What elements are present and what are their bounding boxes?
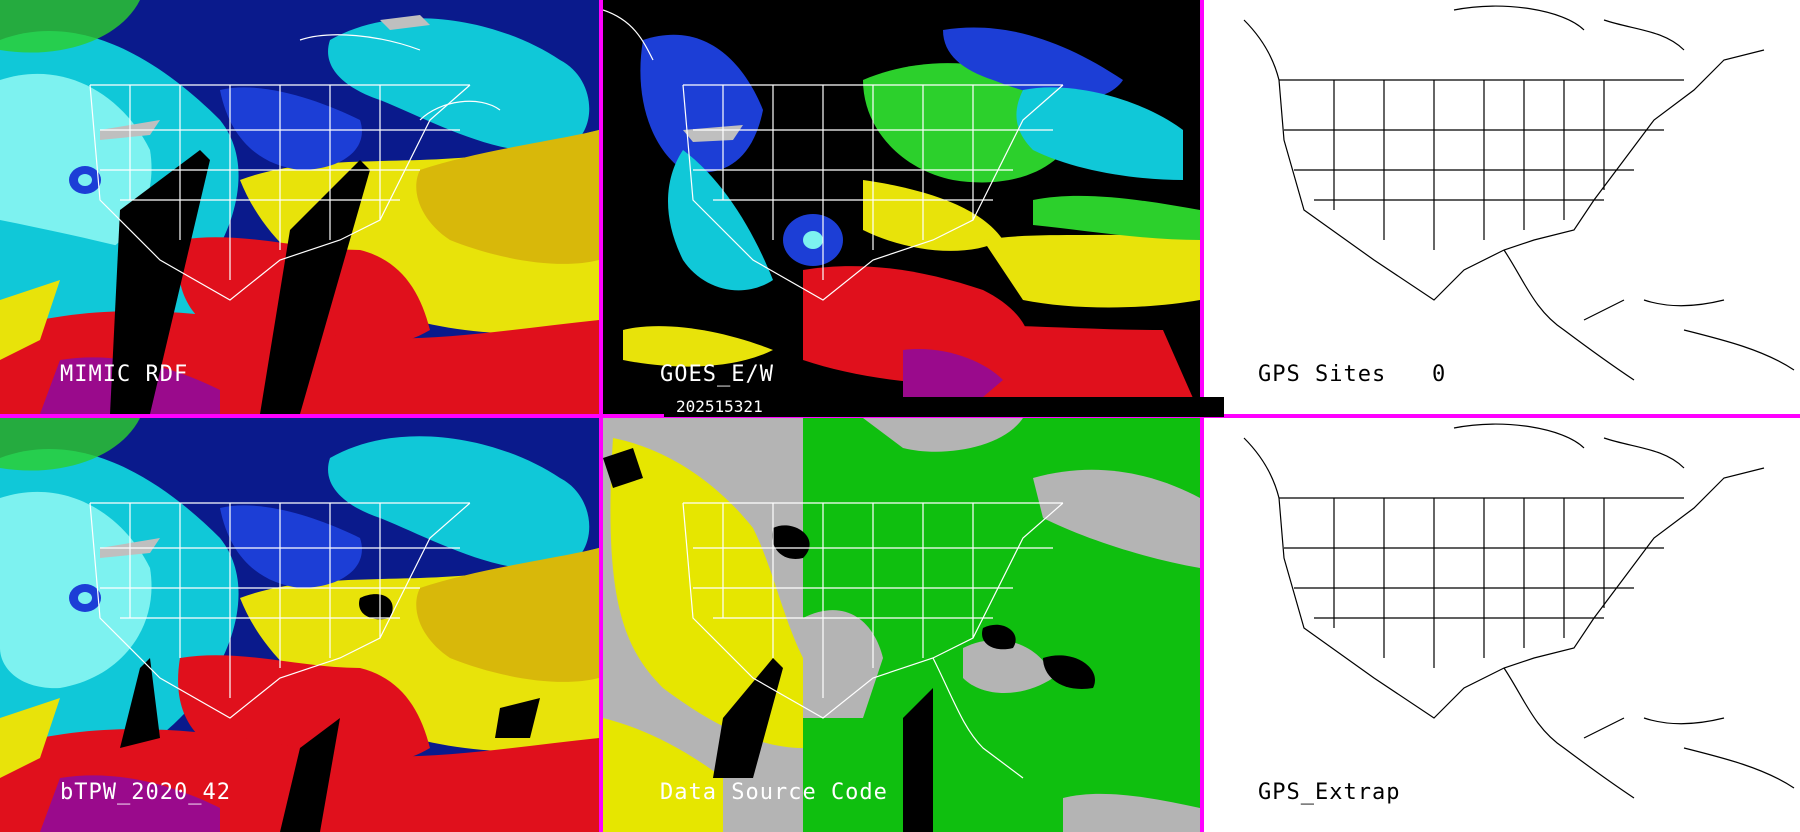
goes-ew-map [603,0,1200,414]
data-source-code-map [603,418,1200,832]
panel-label-data-source-code: Data Source Code [660,780,888,805]
mimic-rdf-map [0,0,599,414]
gps-sites-map [1204,0,1800,414]
btpw-panel[interactable]: bTPW_2020_42 [0,418,599,832]
panel-label-goes-ew: GOES_E/W [660,362,774,387]
mimic-rdf-panel[interactable]: MIMIC RDF [0,0,599,414]
panel-label-mimic-rdf: MIMIC RDF [60,362,189,387]
timestamp-bar: 202515321 [664,397,1224,417]
gps-sites-count: 0 [1432,362,1447,387]
data-source-code-panel[interactable]: Data Source Code [603,418,1200,832]
panel-label-gps-extrap: GPS_Extrap [1258,780,1401,805]
gps-extrap-panel[interactable]: GPS_Extrap [1204,418,1800,832]
timestamp-text: 202515321 [676,397,763,416]
gps-sites-panel[interactable]: GPS Sites 0 [1204,0,1800,414]
btpw-map [0,418,599,832]
gps-extrap-map [1204,418,1800,832]
goes-ew-panel[interactable]: GOES_E/W [603,0,1200,414]
panel-label-btpw: bTPW_2020_42 [60,780,231,805]
panel-label-gps-sites: GPS Sites [1258,362,1387,387]
